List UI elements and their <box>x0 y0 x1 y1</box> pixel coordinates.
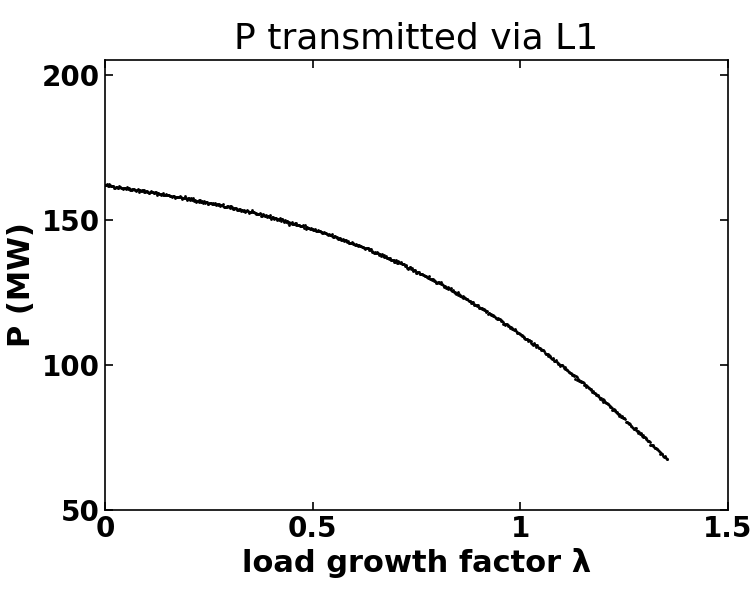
Y-axis label: P (MW): P (MW) <box>8 223 37 347</box>
Title: P transmitted via L1: P transmitted via L1 <box>234 22 598 56</box>
X-axis label: load growth factor λ: load growth factor λ <box>242 548 591 578</box>
